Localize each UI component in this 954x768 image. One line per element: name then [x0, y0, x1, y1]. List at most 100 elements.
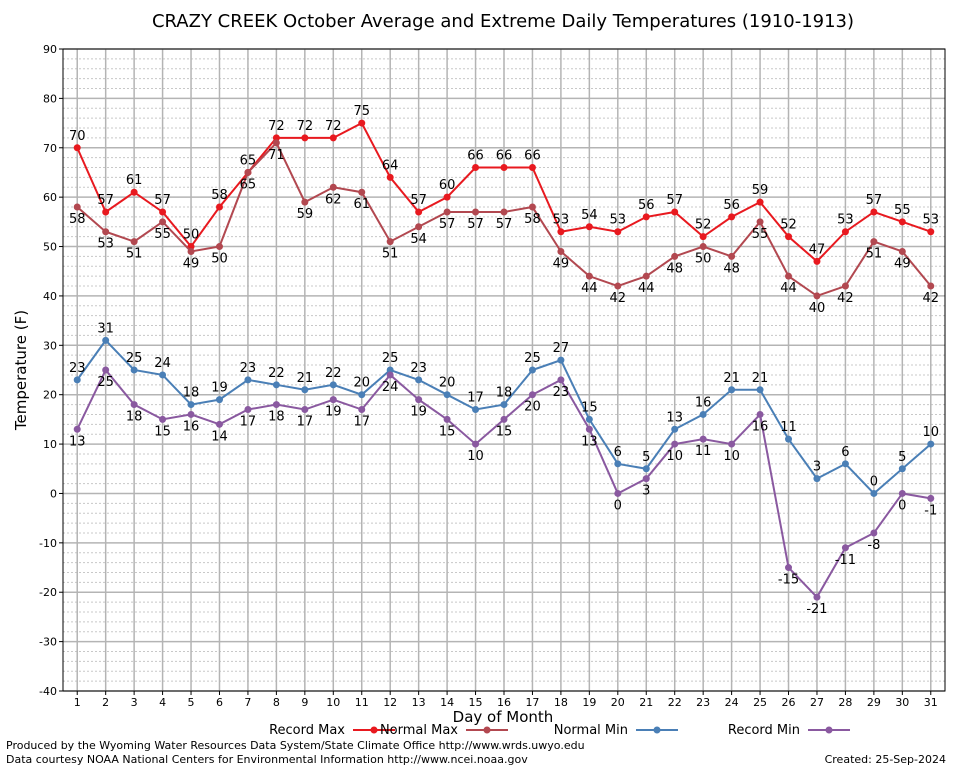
- x-tick-label: 12: [383, 696, 397, 709]
- normal-max-point: [329, 183, 337, 191]
- record-max-data-label: 52: [695, 218, 712, 233]
- legend-marker-normal-max: [483, 726, 491, 734]
- credit-line-2: Data courtesy NOAA National Centers for …: [6, 753, 528, 766]
- record-max-data-label: 59: [752, 183, 769, 198]
- record-min-point: [358, 406, 366, 414]
- chart-title: CRAZY CREEK October Average and Extreme …: [152, 11, 854, 32]
- record-min-data-label: 19: [410, 405, 427, 420]
- record-max-point: [728, 213, 736, 221]
- record-min-point: [73, 425, 81, 433]
- normal-min-point: [244, 376, 252, 384]
- normal-min-data-label: 22: [268, 366, 285, 381]
- normal-min-point: [73, 376, 81, 384]
- record-max-data-label: 53: [553, 213, 570, 228]
- normal-max-point: [728, 252, 736, 260]
- record-min-data-label: 13: [581, 434, 598, 449]
- y-tick-label: 80: [43, 92, 57, 105]
- record-max-data-label: 53: [837, 213, 854, 228]
- record-max-point: [102, 208, 110, 216]
- normal-max-data-label: 50: [695, 252, 712, 267]
- normal-min-point: [585, 415, 593, 423]
- y-tick-label: 10: [43, 438, 57, 451]
- record-min-data-label: 25: [97, 375, 114, 390]
- grid: [63, 48, 945, 692]
- record-min-data-label: 13: [69, 434, 86, 449]
- record-max-data-label: 57: [97, 193, 114, 208]
- normal-min-data-label: 13: [666, 410, 683, 425]
- legend-marker-normal-min: [653, 726, 661, 734]
- normal-min-point: [927, 440, 935, 448]
- record-min-data-label: 20: [524, 400, 541, 415]
- record-min-point: [870, 529, 878, 537]
- record-min-point: [614, 489, 622, 497]
- normal-max-data-label: 58: [69, 212, 86, 227]
- y-tick-label: 20: [43, 389, 57, 402]
- x-tick-label: 7: [244, 696, 251, 709]
- normal-max-data-label: 61: [353, 197, 370, 212]
- record-max-point: [528, 164, 536, 172]
- record-max-data-label: 66: [496, 149, 513, 164]
- normal-min-point: [329, 381, 337, 389]
- normal-min-point: [841, 460, 849, 468]
- record-min-data-label: -21: [806, 602, 827, 617]
- record-min-data-label: 0: [898, 498, 906, 513]
- record-min-point: [642, 475, 650, 483]
- record-min-point: [728, 440, 736, 448]
- normal-max-point: [785, 272, 793, 280]
- normal-min-point: [358, 391, 366, 399]
- record-min-point: [272, 401, 280, 409]
- record-max-point: [272, 134, 280, 142]
- normal-max-point: [472, 208, 480, 216]
- y-tick-label: 40: [43, 290, 57, 303]
- record-max-point: [130, 188, 138, 196]
- record-min-point: [102, 366, 110, 374]
- record-max-data-label: 53: [923, 213, 940, 228]
- record-min-data-label: 15: [154, 424, 171, 439]
- normal-min-point: [528, 366, 536, 374]
- normal-max-data-label: 62: [325, 192, 342, 207]
- normal-max-data-label: 57: [439, 217, 456, 232]
- normal-min-data-label: 21: [723, 371, 740, 386]
- normal-max-data-label: 44: [581, 281, 598, 296]
- record-max-point: [614, 228, 622, 236]
- record-min-point: [130, 401, 138, 409]
- normal-min-data-label: 25: [524, 351, 541, 366]
- normal-max-point: [415, 223, 423, 231]
- normal-min-point: [728, 386, 736, 394]
- record-max-data-label: 66: [467, 149, 484, 164]
- x-tick-label: 24: [725, 696, 739, 709]
- x-tick-label: 3: [131, 696, 138, 709]
- normal-max-point: [301, 198, 309, 206]
- normal-max-point: [642, 272, 650, 280]
- record-max-point: [500, 164, 508, 172]
- normal-min-data-label: 6: [614, 445, 622, 460]
- record-max-point: [841, 228, 849, 236]
- record-min-data-label: 19: [325, 405, 342, 420]
- normal-max-point: [756, 218, 764, 226]
- series-group: [73, 119, 935, 601]
- record-min-data-label: 15: [439, 424, 456, 439]
- record-max-point: [329, 134, 337, 142]
- record-max-point: [73, 144, 81, 152]
- record-min-point: [187, 410, 195, 418]
- x-tick-label: 20: [611, 696, 625, 709]
- record-min-point: [528, 391, 536, 399]
- record-min-data-label: 11: [695, 444, 712, 459]
- normal-min-point: [756, 386, 764, 394]
- normal-max-data-label: 40: [809, 301, 826, 316]
- record-max-data-label: 57: [154, 193, 171, 208]
- x-tick-label: 16: [497, 696, 511, 709]
- normal-min-point: [130, 366, 138, 374]
- record-max-data-label: 58: [211, 188, 228, 203]
- normal-max-point: [585, 272, 593, 280]
- record-max-data-label: 61: [126, 173, 143, 188]
- record-min-data-label: 14: [211, 429, 228, 444]
- normal-max-point: [159, 218, 167, 226]
- record-min-point: [301, 406, 309, 414]
- record-min-point: [415, 396, 423, 404]
- normal-max-point: [130, 238, 138, 246]
- record-min-point: [159, 415, 167, 423]
- normal-max-point: [870, 238, 878, 246]
- record-max-data-label: 70: [69, 129, 86, 144]
